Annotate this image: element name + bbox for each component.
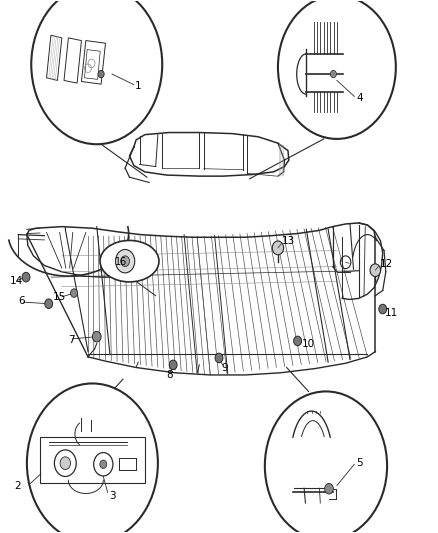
Circle shape [266,393,386,533]
Text: 15: 15 [53,292,66,302]
Circle shape [116,249,135,273]
Text: 14: 14 [10,277,23,286]
Circle shape [279,0,395,138]
Circle shape [45,299,53,309]
Text: 16: 16 [115,257,127,267]
Text: 7: 7 [68,335,75,345]
Circle shape [272,241,284,255]
Text: 13: 13 [283,236,296,246]
Text: 12: 12 [380,259,393,269]
Ellipse shape [100,240,159,282]
Circle shape [60,457,71,470]
Text: 1: 1 [135,81,141,91]
Text: 9: 9 [221,362,228,373]
Text: 10: 10 [302,339,315,349]
Circle shape [330,70,336,78]
Circle shape [215,353,223,363]
Circle shape [98,70,104,78]
Text: 8: 8 [166,370,173,380]
Circle shape [325,483,333,494]
Text: 5: 5 [356,458,363,468]
Circle shape [28,385,156,533]
Circle shape [293,336,301,346]
Text: 4: 4 [357,93,363,103]
Circle shape [370,264,381,277]
Circle shape [22,272,30,282]
Circle shape [100,460,107,469]
Circle shape [92,332,101,342]
Circle shape [32,0,161,143]
Circle shape [71,289,78,297]
Circle shape [379,304,387,314]
Text: 2: 2 [14,481,21,490]
Text: 6: 6 [18,296,25,306]
Text: 11: 11 [385,308,398,318]
Circle shape [169,360,177,369]
Circle shape [121,256,130,266]
Text: 3: 3 [109,491,116,501]
